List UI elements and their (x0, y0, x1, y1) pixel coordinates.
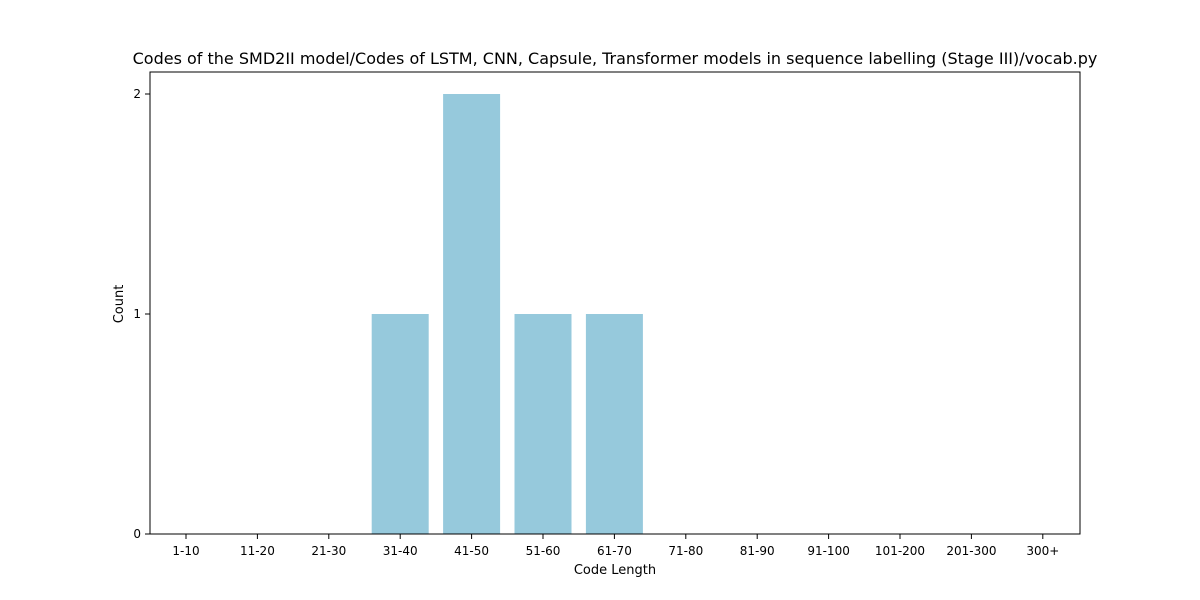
chart-title: Codes of the SMD2II model/Codes of LSTM,… (133, 49, 1098, 68)
x-tick-label: 11-20 (240, 544, 275, 558)
x-tick-label: 41-50 (454, 544, 489, 558)
x-tick-label: 101-200 (875, 544, 925, 558)
y-ticks-layer: 0 1 2 (133, 87, 150, 541)
y-tick-label: 1 (133, 307, 141, 321)
x-tick-label: 21-30 (311, 544, 346, 558)
x-tick-label: 201-300 (946, 544, 996, 558)
y-axis-label: Count (112, 285, 127, 324)
x-tick-label: 300+ (1026, 544, 1059, 558)
bar-51-60 (514, 314, 572, 534)
y-tick-label: 0 (133, 527, 141, 541)
x-tick-label: 81-90 (740, 544, 775, 558)
x-tick-label: 1-10 (172, 544, 199, 558)
y-tick-label: 2 (133, 87, 141, 101)
x-tick-label: 51-60 (526, 544, 561, 558)
bar-31-40 (371, 314, 429, 534)
x-tick-label: 91-100 (807, 544, 850, 558)
x-tick-label: 31-40 (383, 544, 418, 558)
plot-area-frame (149, 71, 1081, 535)
bar-61-70 (585, 314, 643, 534)
bars-layer (371, 94, 643, 534)
x-axis-label: Code Length (574, 563, 656, 578)
x-tick-label: 71-80 (668, 544, 703, 558)
x-tick-label: 61-70 (597, 544, 632, 558)
x-ticks-layer: 1-10 11-20 21-30 31-40 41-50 51-60 61-70 71-80 8… (172, 534, 1059, 558)
bar-41-50 (443, 94, 501, 534)
